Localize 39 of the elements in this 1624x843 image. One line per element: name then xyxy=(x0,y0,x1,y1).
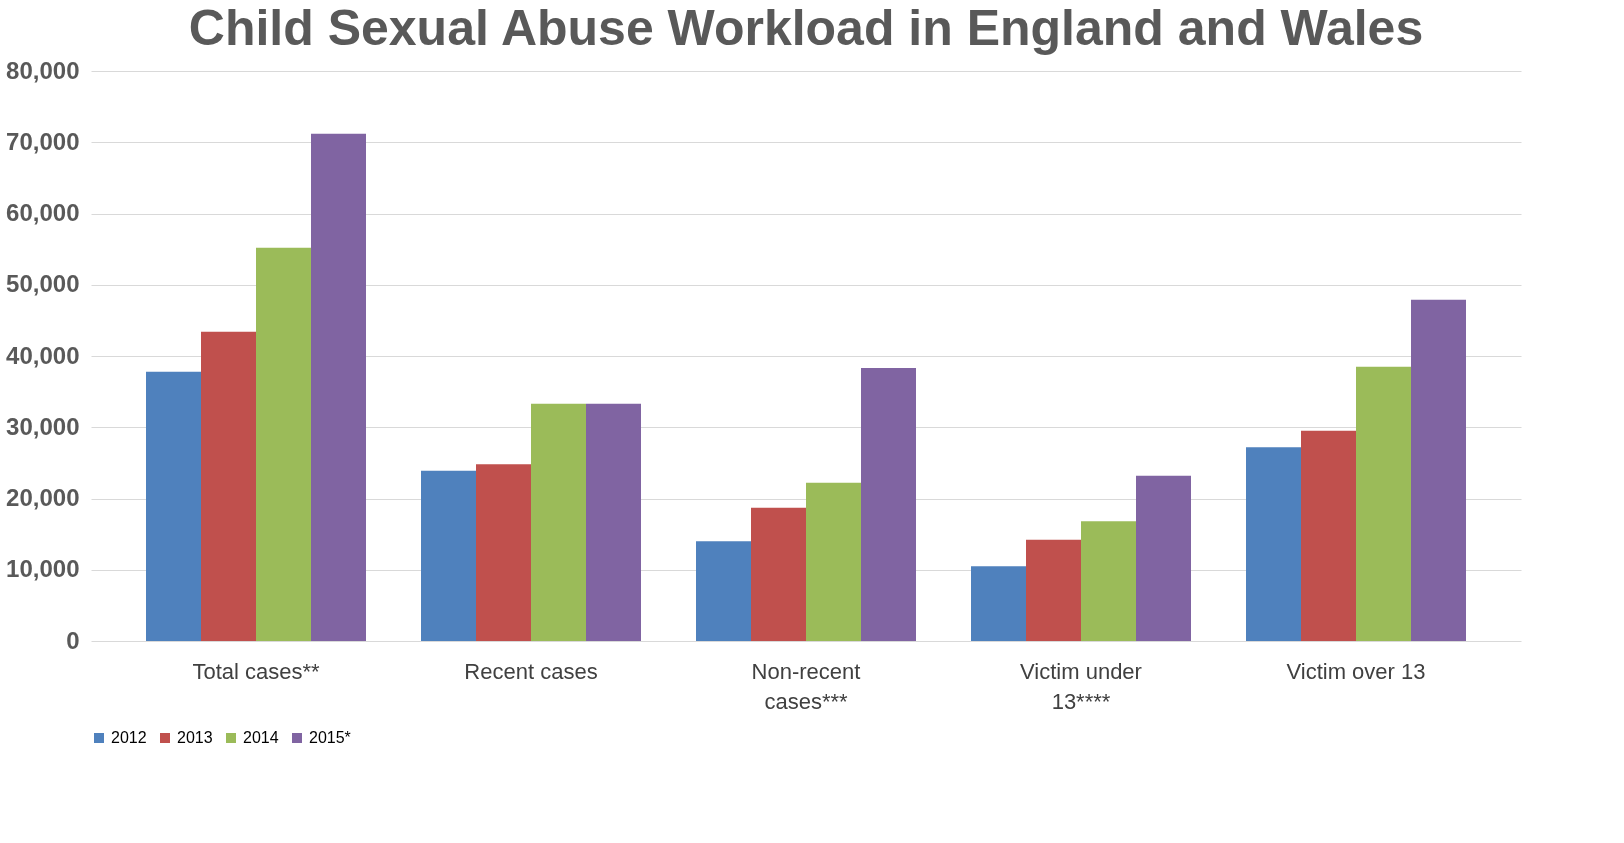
bar xyxy=(311,133,366,641)
y-tick-label: 20,000 xyxy=(6,484,80,511)
y-tick-label: 10,000 xyxy=(6,555,80,583)
bar xyxy=(1136,475,1191,641)
x-tick-label: Recent cases xyxy=(464,658,598,684)
x-tick-label: Victim over 13 xyxy=(1286,658,1426,684)
bar xyxy=(146,371,201,641)
bar xyxy=(586,403,641,641)
legend-label: 2013 xyxy=(177,729,213,746)
bar xyxy=(1026,539,1081,641)
bar xyxy=(696,541,751,641)
legend-label: 2014 xyxy=(243,729,279,746)
bar xyxy=(1356,366,1411,641)
chart-title: Child Sexual Abuse Workload in England and Wales xyxy=(188,0,1424,56)
y-tick-label: 30,000 xyxy=(6,412,80,440)
bar xyxy=(971,566,1026,641)
bar xyxy=(1081,521,1136,641)
bar xyxy=(1411,299,1466,641)
x-tick-label: Victim under 13**** xyxy=(1020,658,1142,714)
bar xyxy=(1301,430,1356,641)
y-tick-label: 70,000 xyxy=(6,127,80,155)
bar xyxy=(751,507,806,641)
legend-label: 2012 xyxy=(111,729,147,746)
bar xyxy=(806,482,861,641)
x-tick-label: Non-recent cases*** xyxy=(751,658,861,714)
bar xyxy=(256,247,311,641)
bar xyxy=(476,464,531,641)
bar xyxy=(421,470,476,641)
y-tick-label: 0 xyxy=(66,626,80,654)
y-tick-label: 80,000 xyxy=(6,56,80,84)
bar xyxy=(861,368,916,641)
y-tick-label: 40,000 xyxy=(6,341,80,369)
bar xyxy=(201,331,256,641)
bar xyxy=(531,403,586,641)
bar xyxy=(1246,447,1301,641)
y-tick-label: 50,000 xyxy=(6,270,80,298)
legend-label: 2015* xyxy=(309,729,351,746)
y-tick-label: 60,000 xyxy=(6,199,80,226)
x-tick-label: Total cases** xyxy=(192,658,321,684)
